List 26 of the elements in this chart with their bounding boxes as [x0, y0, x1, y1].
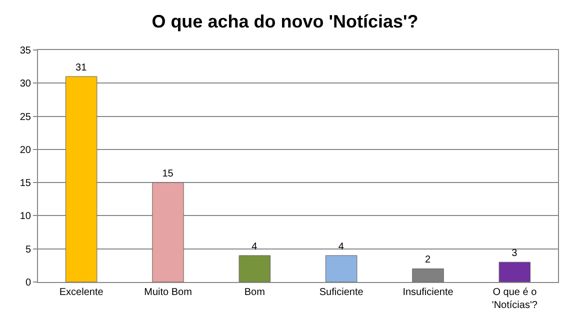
data-label: 4 — [252, 241, 258, 252]
y-tick-label: 25 — [20, 112, 32, 123]
data-label: 31 — [76, 62, 88, 74]
y-tick-label: 10 — [20, 211, 32, 222]
bar — [238, 255, 271, 282]
chart-title: O que acha do novo 'Notícias'? — [152, 12, 418, 32]
y-tick-label: 20 — [20, 144, 32, 156]
y-tick-label: 5 — [25, 244, 32, 256]
data-label: 4 — [338, 241, 344, 252]
y-tick-label: 0 — [25, 278, 32, 288]
x-tick-label: Suficiente — [319, 287, 364, 298]
data-label: 2 — [425, 254, 431, 266]
x-tick-label: Bom — [244, 287, 265, 298]
bar — [152, 182, 184, 282]
y-tick-label: 35 — [20, 46, 32, 56]
x-tick-label: Muito Bom — [144, 287, 192, 298]
bar — [65, 76, 98, 282]
data-label: 15 — [162, 168, 174, 180]
y-tick-label: 15 — [20, 178, 32, 190]
y-tick-label: 30 — [20, 78, 32, 90]
bar — [498, 262, 531, 282]
data-label: 3 — [512, 248, 518, 260]
x-tick-label: Insuficiente — [402, 287, 454, 298]
x-tick-label: Excelente — [59, 287, 104, 298]
x-tick-label: O que é o 'Notícias'? — [492, 287, 538, 311]
bar — [325, 255, 358, 282]
